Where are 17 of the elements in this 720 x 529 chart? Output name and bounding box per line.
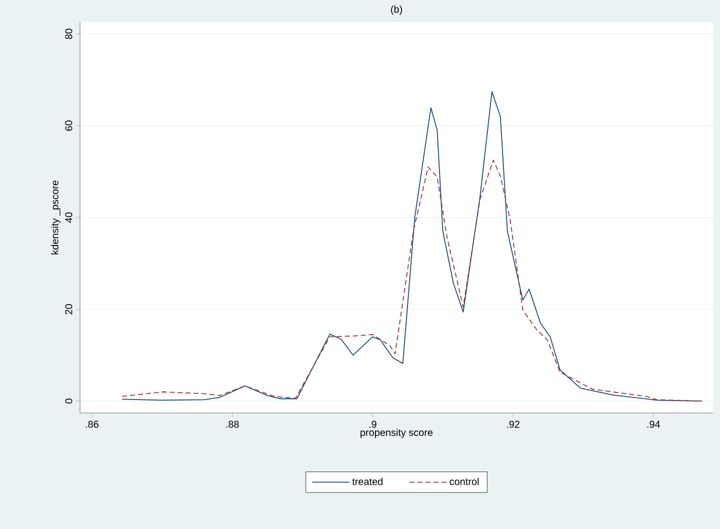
x-tick-label: .88	[226, 420, 239, 428]
x-tick-label: .9	[369, 420, 376, 428]
y-tick-label: 60	[65, 120, 72, 131]
y-tick-label: 80	[65, 28, 72, 40]
line-series	[122, 91, 702, 402]
legend-label: control	[450, 478, 479, 486]
chart-title: (b)	[391, 6, 402, 15]
y-tick-label: 0	[65, 398, 72, 404]
legend-label: treated	[352, 478, 382, 486]
line-series	[122, 160, 702, 402]
y-tick-label: 20	[65, 304, 72, 314]
x-tick-label: .92	[506, 420, 520, 428]
x-tick-label: .86	[86, 420, 98, 428]
x-tick-label: .94	[647, 420, 660, 428]
y-tick-label: 40	[65, 212, 72, 223]
y-axis-title: kdensity _pscore	[51, 180, 60, 254]
x-axis-title: propensity score	[360, 428, 433, 438]
